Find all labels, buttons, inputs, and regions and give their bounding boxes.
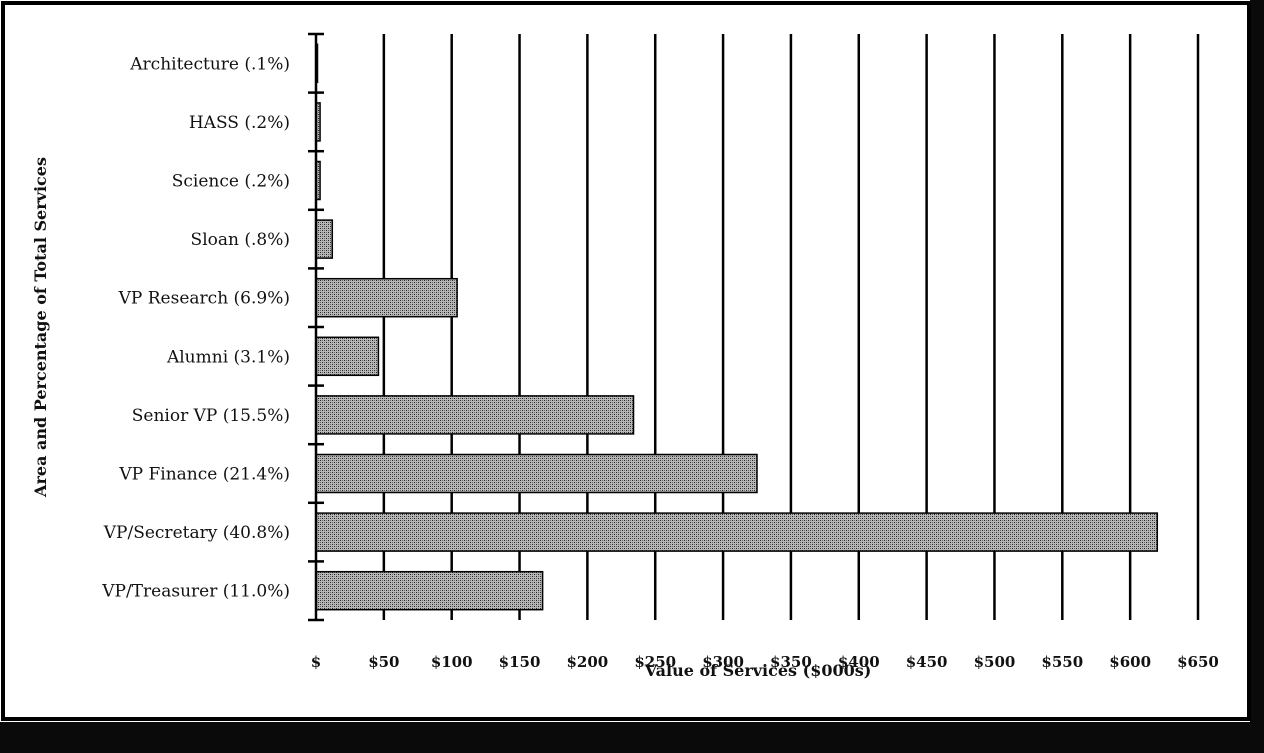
x-tick-label: $350	[770, 653, 812, 671]
x-tick-label: $300	[702, 653, 744, 671]
bars	[315, 43, 1159, 611]
category-labels: Architecture (.1%) HASS (.2%) Science (.2%…	[101, 54, 290, 601]
x-tick-label: $250	[634, 653, 676, 671]
bar	[315, 219, 334, 259]
x-tick-labels: $ $50 $100 $150 $200 $250 $300 $350 $400 $450 $500…	[311, 653, 1219, 671]
x-tick-label: $500	[974, 653, 1016, 671]
category-label: Sloan (.8%)	[191, 230, 290, 250]
x-tick-label: $450	[906, 653, 948, 671]
x-tick-label: $150	[499, 653, 541, 671]
chart-border	[1, 1, 1251, 721]
bar	[315, 277, 458, 318]
bar	[315, 336, 380, 377]
category-label: VP/Secretary (40.8%)	[103, 523, 290, 543]
bar	[315, 570, 544, 611]
y-axis-title: Area and Percentage of Total Services	[31, 157, 50, 498]
category-label: VP Research (6.9%)	[118, 289, 290, 309]
x-tick-label: $50	[368, 653, 399, 671]
axes	[308, 32, 324, 622]
frame-shadow-bottom	[0, 722, 1264, 753]
x-tick-label: $400	[838, 653, 880, 671]
x-tick-label: $550	[1041, 653, 1083, 671]
category-label: Alumni (3.1%)	[166, 347, 290, 367]
x-tick-label: $	[311, 653, 321, 671]
category-label: HASS (.2%)	[189, 113, 290, 133]
category-label: Science (.2%)	[172, 172, 290, 192]
bar	[315, 395, 635, 435]
x-tick-label: $650	[1177, 653, 1219, 671]
category-label: VP/Treasurer (11.0%)	[101, 582, 290, 602]
bar	[315, 453, 758, 494]
x-axis-title: Value of Services ($000s)	[644, 661, 872, 680]
x-tick-label: $200	[567, 653, 609, 671]
category-label: VP Finance (21.4%)	[118, 465, 290, 485]
category-label: Architecture (.1%)	[129, 54, 290, 74]
category-label: Senior VP (15.5%)	[132, 406, 290, 426]
frame-shadow-right	[1250, 0, 1264, 753]
x-tick-label: $100	[431, 653, 473, 671]
bar	[315, 512, 1159, 552]
x-tick-label: $600	[1109, 653, 1151, 671]
